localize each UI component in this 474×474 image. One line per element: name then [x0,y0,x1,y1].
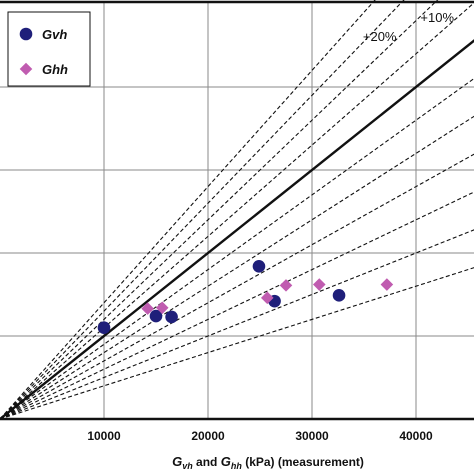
data-points [97,259,394,335]
point-gvh-3 [165,310,178,324]
x-tick-label-20000: 20000 [191,429,225,443]
point-gvh-4 [252,259,266,273]
reference-line-1to1 [0,39,474,419]
point-gvh-6 [332,289,346,302]
reference-line-slope-0_5 [0,229,474,419]
x-axis-label-part-2: vh [182,461,193,471]
x-tick-label-40000: 40000 [399,429,433,443]
x-axis-label-part-4: G [221,454,231,469]
x-tick-label-30000: 30000 [295,429,329,443]
reference-line-labels: +20% +10% [363,10,455,44]
point-ghh-2 [155,301,169,315]
point-gvh-2 [149,309,163,323]
reference-line-slope-0_7 [0,153,474,419]
reference-line-slope-1_2 [0,0,439,419]
plot-frame [0,0,474,421]
x-axis-label-part-6: (kPa) (measurement) [242,455,364,469]
legend: Gvh Ghh [7,11,91,87]
x-axis-label-part-3: and [193,455,221,469]
point-ghh-4 [279,279,293,292]
x-axis-label-part-5: hh [231,461,242,471]
reference-line-slope-0_6 [0,191,474,419]
point-ghh-1 [141,302,154,315]
legend-marker-gvh [19,27,33,41]
point-ghh-6 [380,278,394,291]
reference-line-label-20: +20% [363,29,397,44]
reference-line-slope-1_3 [0,0,405,419]
point-ghh-3 [260,291,274,305]
reference-line-label-10: +10% [420,10,454,25]
reference-line-slope-0_9 [0,77,474,419]
x-tick-labels: 10000 20000 30000 40000 [87,429,433,443]
reference-line-slope-0_4 [0,267,474,419]
x-tick-label-10000: 10000 [87,429,121,443]
point-gvh-1 [97,321,111,335]
grid [0,2,474,419]
legend-marker-ghh [19,62,33,76]
legend-label-gvh: Gvh [42,27,67,42]
point-ghh-5 [312,278,326,291]
legend-label-ghh: Ghh [42,62,68,77]
legend-box [7,11,91,87]
x-axis-label-part-1: G [172,454,182,469]
x-axis-label: Gvh and Ghh (kPa) (measurement) [172,454,364,471]
